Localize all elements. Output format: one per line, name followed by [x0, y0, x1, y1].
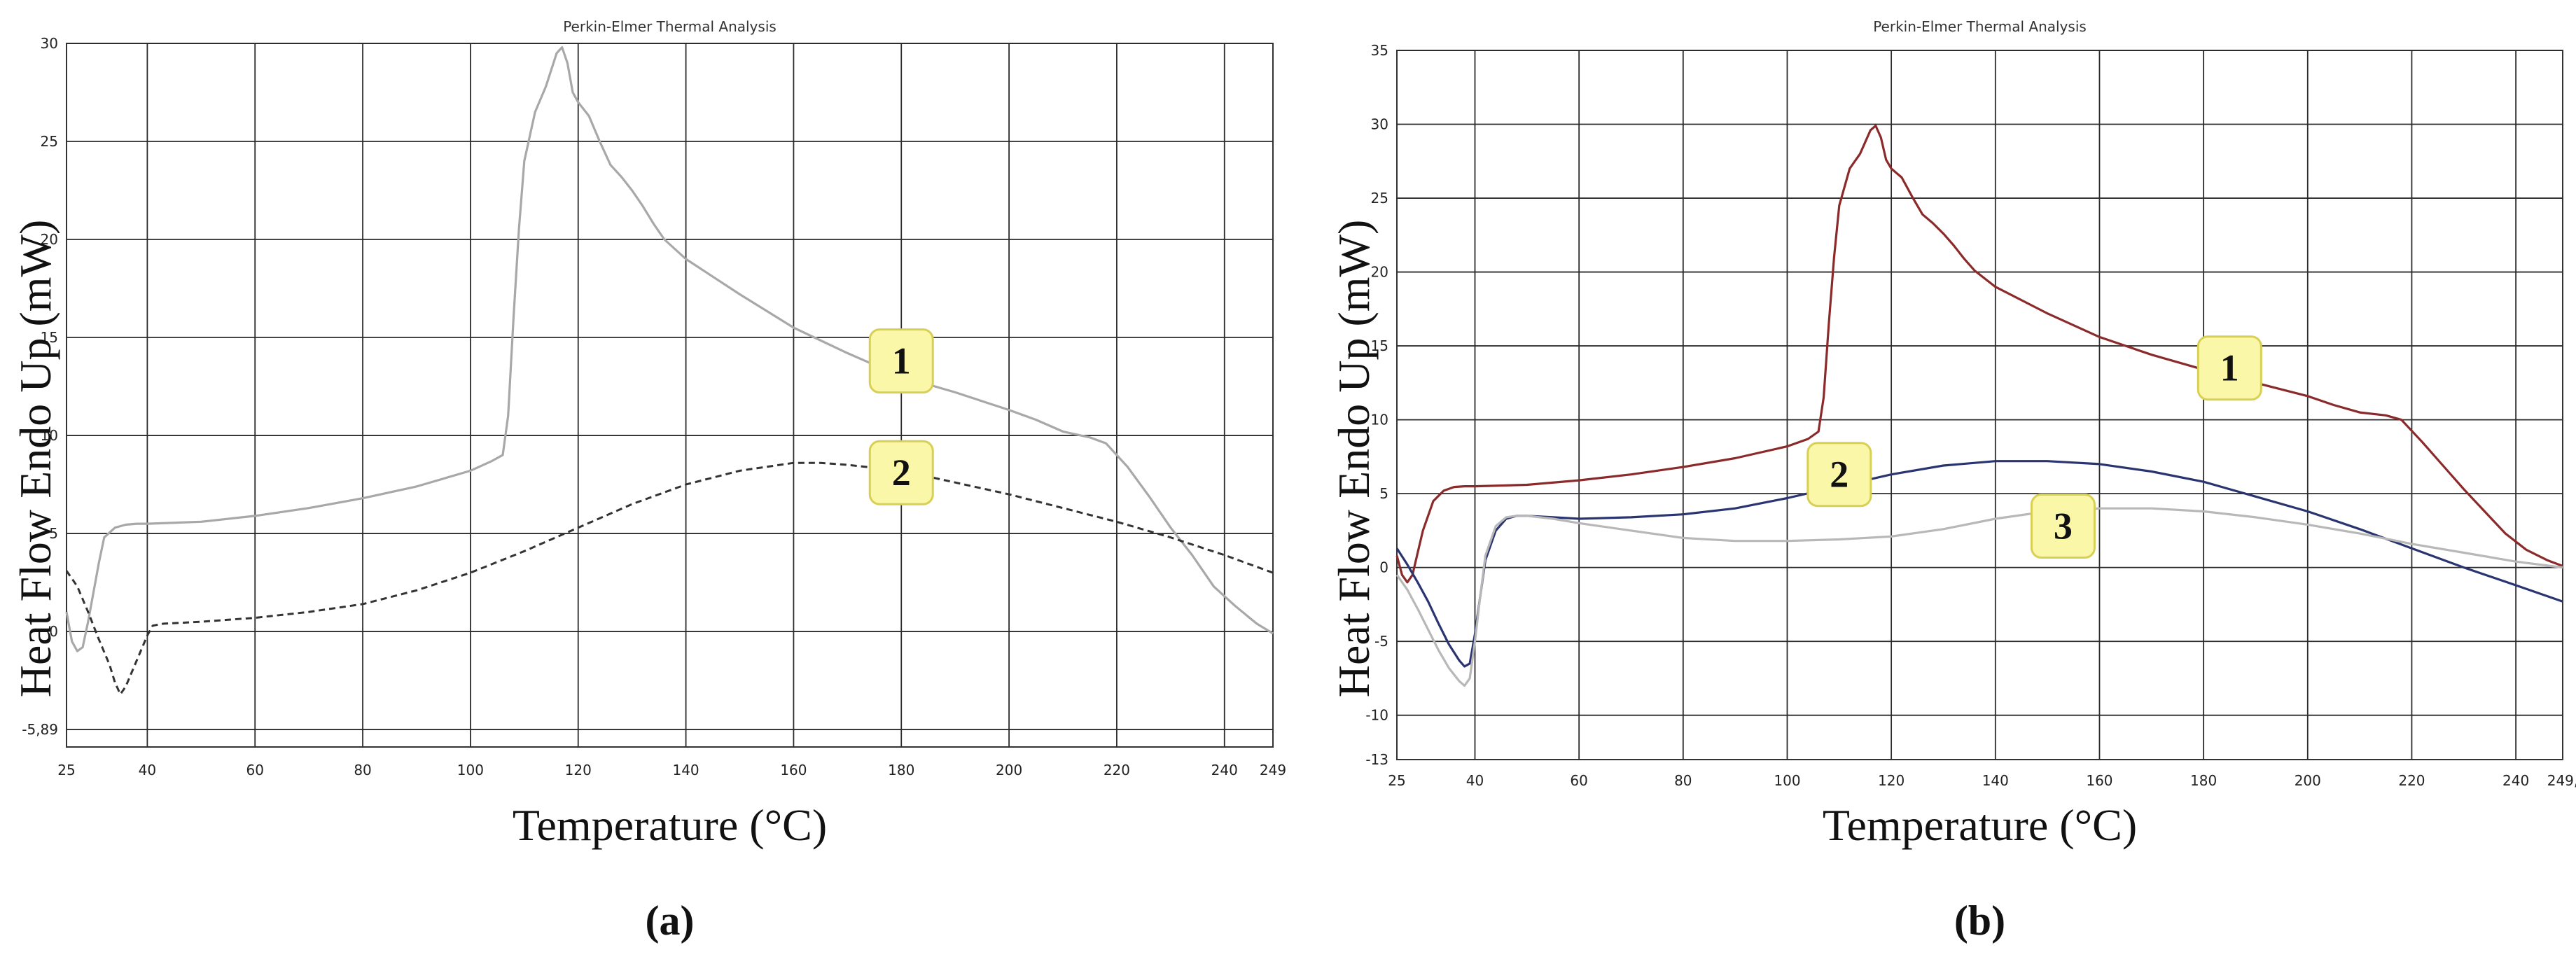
y-tick-label: 0 — [49, 623, 58, 640]
x-axis-label: Temperature (°C) — [1823, 800, 2137, 850]
y-tick-label: 30 — [1371, 116, 1388, 133]
annotation-label: 2 — [1830, 454, 1849, 496]
annotation-box — [2196, 335, 2262, 401]
y-tick-label: 25 — [41, 133, 58, 150]
y-tick-label: -5 — [1374, 633, 1388, 650]
y-tick-label: 20 — [41, 231, 58, 248]
annotation-box — [868, 440, 934, 505]
x-tick-label: 160 — [2086, 772, 2112, 789]
x-axis-label: Temperature (°C) — [513, 800, 827, 850]
x-tick-label: 249, — [2547, 772, 2576, 789]
x-tick-label: 40 — [139, 762, 156, 778]
x-tick-label: 249 — [1260, 762, 1286, 778]
x-tick-label: 240 — [1211, 762, 1238, 778]
y-tick-label: 20 — [1371, 264, 1388, 281]
y-tick-label: 10 — [41, 427, 58, 444]
annotation-box — [2030, 494, 2096, 559]
panel-label: (b) — [1954, 897, 2005, 944]
y-tick-label: 35 — [1371, 42, 1388, 59]
y-tick-label: -10 — [1365, 707, 1388, 724]
x-tick-label: 200 — [996, 762, 1022, 778]
x-tick-label: 40 — [1466, 772, 1484, 789]
chart-panel-b: 25 40 60 80 100 120 140 160 180 200 220 240 249,3530… — [1329, 18, 2576, 944]
x-tick-label: 200 — [2295, 772, 2321, 789]
chart-title: Perkin-Elmer Thermal Analysis — [1873, 18, 2087, 35]
annotation-label: 1 — [2220, 347, 2239, 389]
annotation-box — [1806, 442, 1872, 508]
y-tick-label: 10 — [1371, 412, 1388, 428]
series-line-1 — [1395, 125, 2563, 584]
y-tick-label: 5 — [49, 525, 58, 542]
plot-frame — [66, 43, 1274, 748]
y-tick-label: -5,89 — [22, 721, 58, 738]
x-tick-label: 60 — [246, 762, 263, 778]
x-tick-label: 140 — [1982, 772, 2009, 789]
y-tick-label: 5 — [1379, 485, 1388, 502]
y-tick-label: 15 — [1371, 337, 1388, 354]
x-tick-label: 80 — [354, 762, 371, 778]
y-axis-label: Heat Flow Endo Up (mW) — [1329, 220, 1379, 698]
y-tick-label: 25 — [1371, 190, 1388, 207]
x-tick-label: 60 — [1570, 772, 1587, 789]
annotation-label: 1 — [892, 340, 911, 382]
series-line-2 — [1395, 460, 2563, 668]
annotation-label: 2 — [892, 452, 911, 494]
y-tick-label: 15 — [41, 329, 58, 346]
chart-panel-a: 25 40 60 80 100 120 140 160 180 200 220 240 24930252… — [11, 18, 1286, 944]
series-line-2 — [65, 461, 1274, 696]
panel-label: (a) — [646, 897, 695, 944]
x-tick-label: 25 — [57, 762, 75, 778]
x-tick-label: 140 — [672, 762, 699, 778]
x-tick-label: 100 — [1774, 772, 1800, 789]
series-line-3 — [1395, 507, 2563, 687]
series-line-1 — [65, 46, 1274, 652]
chart-title: Perkin-Elmer Thermal Analysis — [563, 18, 777, 35]
x-tick-label: 100 — [457, 762, 484, 778]
x-tick-label: 160 — [780, 762, 807, 778]
x-tick-label: 240 — [2502, 772, 2529, 789]
x-tick-label: 25 — [1388, 772, 1405, 789]
y-tick-label: 30 — [41, 35, 58, 52]
x-tick-label: 80 — [1674, 772, 1692, 789]
x-tick-label: 220 — [1103, 762, 1130, 778]
x-tick-label: 180 — [2190, 772, 2217, 789]
y-tick-label: 0 — [1379, 559, 1388, 576]
x-tick-label: 220 — [2398, 772, 2425, 789]
y-axis-label: Heat Flow Endo Up (mW) — [11, 220, 60, 698]
plot-frame — [1396, 50, 2563, 760]
annotation-box — [868, 328, 934, 394]
x-tick-label: 120 — [1878, 772, 1905, 789]
x-tick-label: 120 — [565, 762, 592, 778]
x-tick-label: 180 — [888, 762, 914, 778]
annotation-label: 3 — [2054, 505, 2073, 547]
y-tick-label: -13 — [1365, 751, 1388, 768]
